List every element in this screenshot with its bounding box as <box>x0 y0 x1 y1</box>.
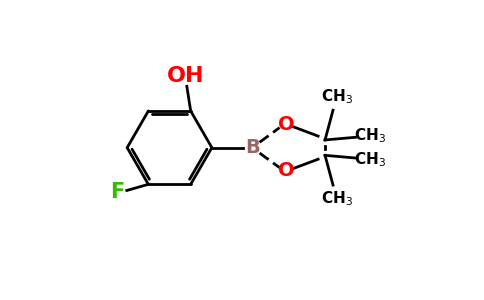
Text: CH$_3$: CH$_3$ <box>320 88 353 106</box>
Text: B: B <box>245 138 260 157</box>
Text: CH$_3$: CH$_3$ <box>353 127 386 146</box>
Text: OH: OH <box>166 66 204 86</box>
Text: O: O <box>278 161 295 180</box>
Text: CH$_3$: CH$_3$ <box>353 150 386 169</box>
Text: F: F <box>110 182 125 202</box>
Text: O: O <box>278 115 295 134</box>
Text: CH$_3$: CH$_3$ <box>320 189 353 208</box>
